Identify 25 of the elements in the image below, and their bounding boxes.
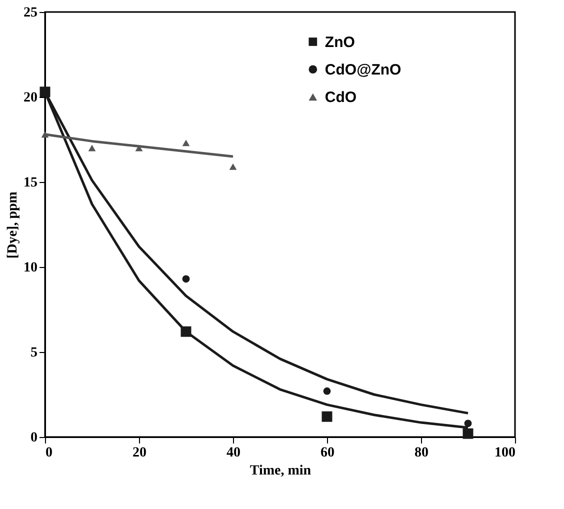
legend-label: CdO@ZnO [324,61,402,78]
point [88,144,96,152]
x-tick-label: 0 [46,446,52,460]
x-tick-label: 20 [132,446,146,460]
x-tick-label: 60 [320,446,334,460]
y-tick-label: 10 [24,260,38,276]
y-tick-label: 20 [24,90,38,106]
x-axis-title: Time, min [250,464,312,478]
point [322,411,332,422]
point [229,163,237,170]
x-tick-label: 80 [414,446,428,460]
x-tick-label: 40 [226,446,240,460]
point [323,387,331,395]
y-axis-title: [Dye], ppm [6,191,20,258]
y-tick-label: 0 [30,430,38,446]
y-tick-label: 5 [30,346,38,360]
x-tick-label: 100 [494,446,516,460]
legend-label: ZnO [324,34,356,51]
point [464,420,472,428]
point [182,275,190,283]
point [462,428,474,439]
y-tick-label: 15 [24,176,38,190]
point [182,140,190,146]
y-tick-label: 25 [24,6,38,20]
legend-label: CdO [324,89,357,106]
